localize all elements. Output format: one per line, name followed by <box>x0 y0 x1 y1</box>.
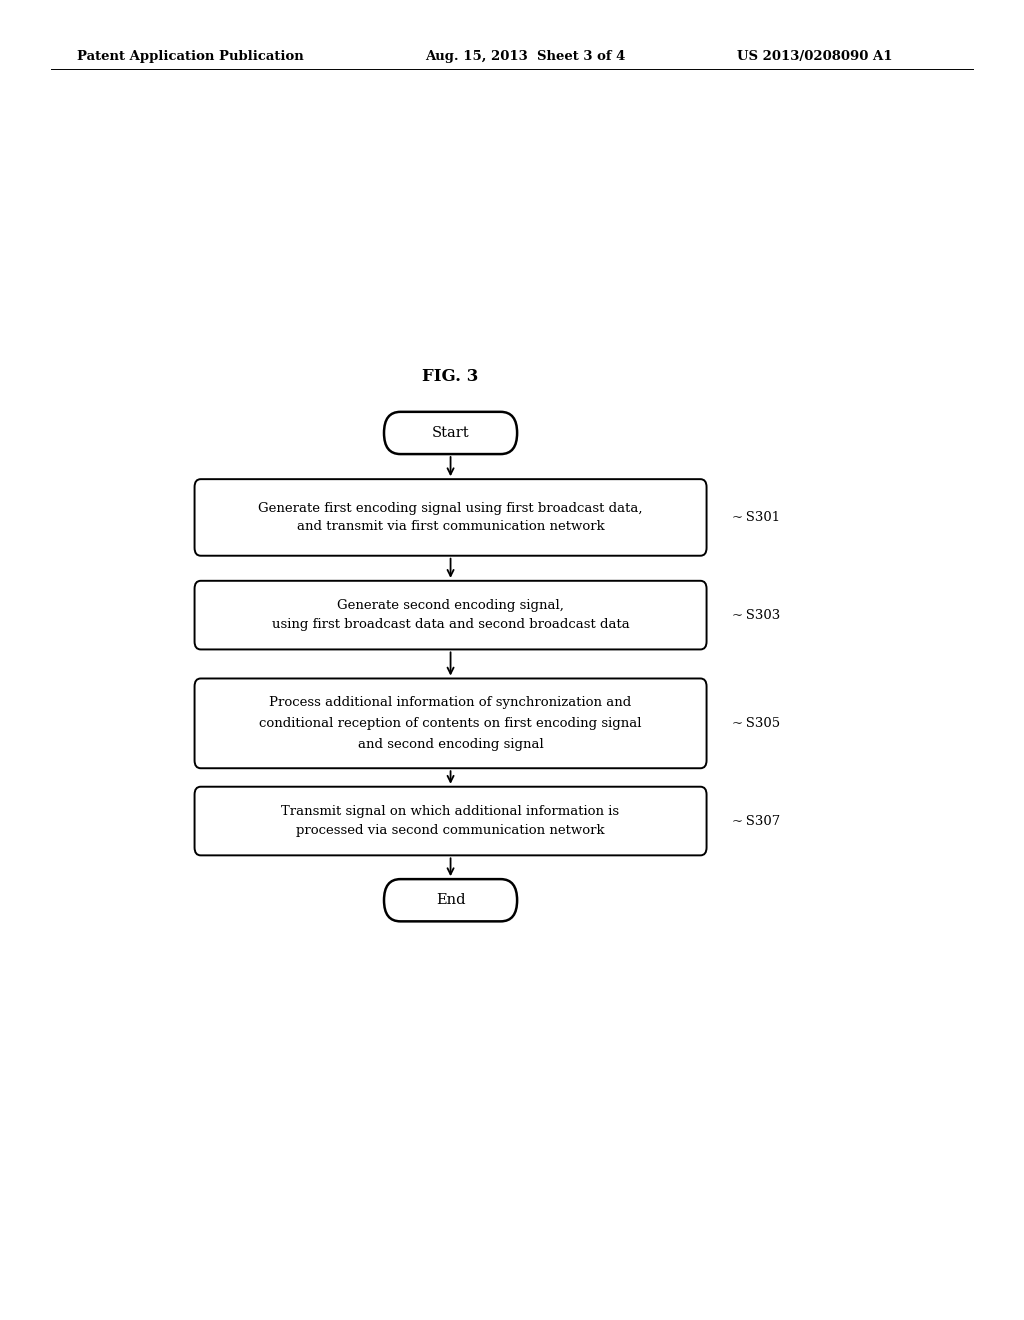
Text: and transmit via first communication network: and transmit via first communication net… <box>297 520 604 533</box>
Text: End: End <box>436 894 465 907</box>
Text: Process additional information of synchronization and: Process additional information of synchr… <box>269 696 632 709</box>
Text: ~ S305: ~ S305 <box>732 717 780 730</box>
FancyBboxPatch shape <box>195 581 707 649</box>
Text: Generate first encoding signal using first broadcast data,: Generate first encoding signal using fir… <box>258 502 643 515</box>
Text: processed via second communication network: processed via second communication netwo… <box>296 824 605 837</box>
FancyBboxPatch shape <box>195 678 707 768</box>
FancyBboxPatch shape <box>195 787 707 855</box>
Text: using first broadcast data and second broadcast data: using first broadcast data and second br… <box>271 618 630 631</box>
Text: Patent Application Publication: Patent Application Publication <box>77 50 303 63</box>
FancyBboxPatch shape <box>384 412 517 454</box>
Text: Transmit signal on which additional information is: Transmit signal on which additional info… <box>282 805 620 818</box>
Text: ~ S301: ~ S301 <box>732 511 780 524</box>
Text: ~ S307: ~ S307 <box>732 814 780 828</box>
Text: Aug. 15, 2013  Sheet 3 of 4: Aug. 15, 2013 Sheet 3 of 4 <box>425 50 626 63</box>
Text: Start: Start <box>432 426 469 440</box>
Text: FIG. 3: FIG. 3 <box>422 368 479 384</box>
Text: and second encoding signal: and second encoding signal <box>357 738 544 751</box>
FancyBboxPatch shape <box>195 479 707 556</box>
FancyBboxPatch shape <box>384 879 517 921</box>
Text: US 2013/0208090 A1: US 2013/0208090 A1 <box>737 50 893 63</box>
Text: conditional reception of contents on first encoding signal: conditional reception of contents on fir… <box>259 717 642 730</box>
Text: Generate second encoding signal,: Generate second encoding signal, <box>337 599 564 612</box>
Text: ~ S303: ~ S303 <box>732 609 780 622</box>
